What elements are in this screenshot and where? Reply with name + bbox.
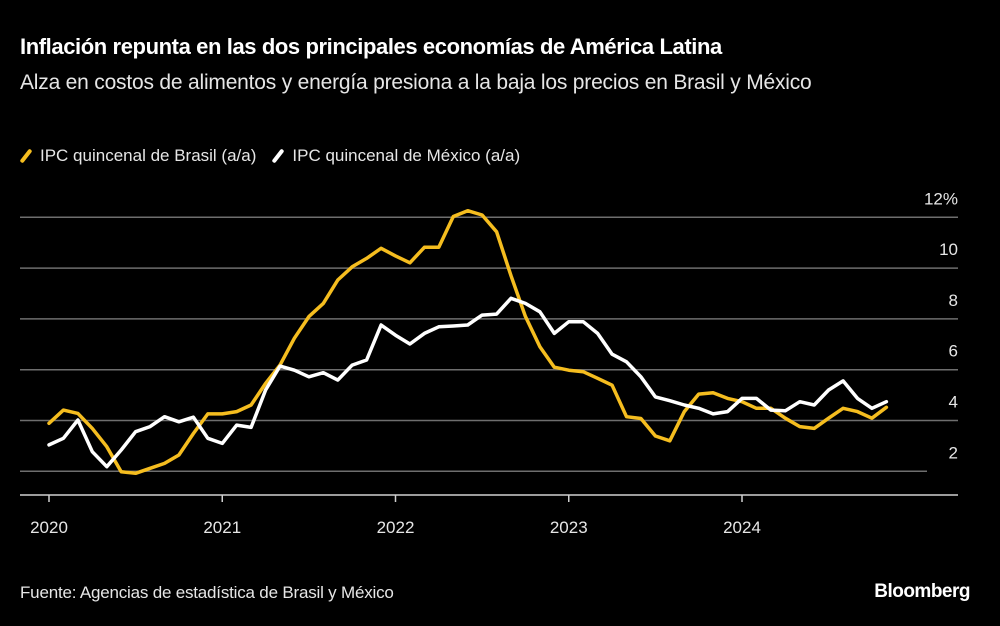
x-tick-label: 2024	[723, 518, 761, 537]
bloomberg-logo: Bloomberg	[874, 581, 970, 602]
y-tick-label: 4	[949, 393, 958, 412]
legend: IPC quincenal de Brasil (a/a) IPC quince…	[19, 146, 521, 166]
legend-item-brasil: IPC quincenal de Brasil (a/a)	[19, 146, 257, 166]
y-tick-label: 2	[949, 443, 958, 462]
chart-title: Inflación repunta en las dos principales…	[20, 34, 722, 59]
x-tick-label: 2022	[377, 518, 415, 537]
x-tick-label: 2020	[30, 518, 68, 537]
series-line-brasil	[47, 208, 889, 476]
y-tick-label: 12%	[924, 189, 958, 208]
y-tick-label: 8	[949, 291, 958, 310]
y-axis-labels: 2 4 6 8 10 12%	[924, 189, 958, 462]
x-tick-label: 2021	[203, 518, 241, 537]
gridlines	[20, 216, 958, 473]
x-tick-label: 2023	[550, 518, 588, 537]
legend-item-mexico: IPC quincenal de México (a/a)	[271, 146, 521, 166]
series-line-mexico	[47, 296, 889, 469]
chart-subtitle: Alza en costos de alimentos y energía pr…	[20, 71, 812, 94]
legend-label-brasil: IPC quincenal de Brasil (a/a)	[40, 146, 257, 165]
series-lines	[47, 208, 889, 476]
source-note: Fuente: Agencias de estadística de Brasi…	[20, 583, 394, 602]
y-tick-label: 6	[949, 342, 958, 361]
x-axis: 2020 2021 2022 2023 2024	[20, 494, 958, 537]
y-tick-label: 10	[939, 240, 958, 259]
legend-label-mexico: IPC quincenal de México (a/a)	[292, 146, 521, 165]
